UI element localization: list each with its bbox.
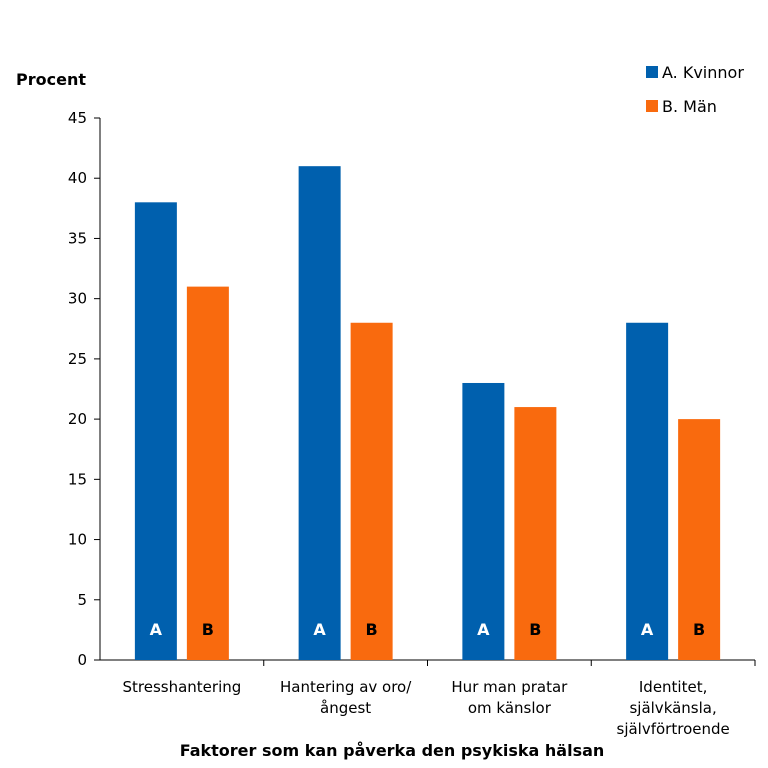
y-axis-label: Procent [16,70,86,89]
category-label-line: Hur man pratar [451,678,568,696]
category-label-line: ångest [320,699,371,717]
category-labels: Stresshantering Hantering av oro/ångest Hu… [122,678,729,738]
y-axis: 0 5 10 15 20 25 30 35 40 45 [68,109,101,669]
category-label-line: självförtroende [617,720,730,738]
bar-letter-b: B [693,620,705,639]
y-tick-label: 20 [68,410,87,428]
legend-label-a: A. Kvinnor [662,63,744,82]
bar-b-1 [350,322,393,660]
bar-a-2 [462,382,505,660]
bar-letter-a: A [313,620,326,639]
category-label: Hur man pratar om känslor [451,678,568,717]
x-axis [100,659,756,666]
bar-b-2 [514,407,557,660]
bar-letter-b: B [202,620,214,639]
y-tick-label: 15 [68,470,87,488]
y-tick-label: 30 [68,290,87,308]
y-tick-label: 35 [68,229,87,247]
category-label-line: självkänsla, [629,699,716,717]
x-axis-label: Faktorer som kan påverka den psykiska hä… [180,741,605,760]
bar-a-0 [134,202,177,661]
category-label-line: Stresshantering [122,678,241,696]
bar-letter-a: A [150,620,163,639]
bar-b-0 [186,286,229,660]
bar-letter-a: A [641,620,654,639]
y-tick-label: 5 [77,591,87,609]
category-label: Stresshantering [122,678,241,696]
y-tick-label: 25 [68,350,87,368]
bar-letter-b: B [366,620,378,639]
legend-label-b: B. Män [662,97,717,116]
y-tick-label: 0 [77,651,87,669]
bar-a-1 [298,166,341,660]
category-label: Identitet, självkänsla, självförtroende [617,678,730,738]
category-label-line: om känslor [468,699,552,717]
y-tick-label: 45 [68,109,87,127]
y-tick-label: 40 [68,169,87,187]
category-label-line: Hantering av oro/ [280,678,412,696]
bar-b-3 [678,419,721,660]
legend-swatch-b [646,100,658,112]
category-label-line: Identitet, [639,678,708,696]
bar-letter-a: A [477,620,490,639]
y-tick-label: 10 [68,531,87,549]
bar-a-3 [626,322,669,660]
bar-letter-b: B [529,620,541,639]
category-label: Hantering av oro/ångest [280,678,412,717]
legend: A. Kvinnor B. Män [646,63,744,116]
legend-swatch-a [646,66,658,78]
